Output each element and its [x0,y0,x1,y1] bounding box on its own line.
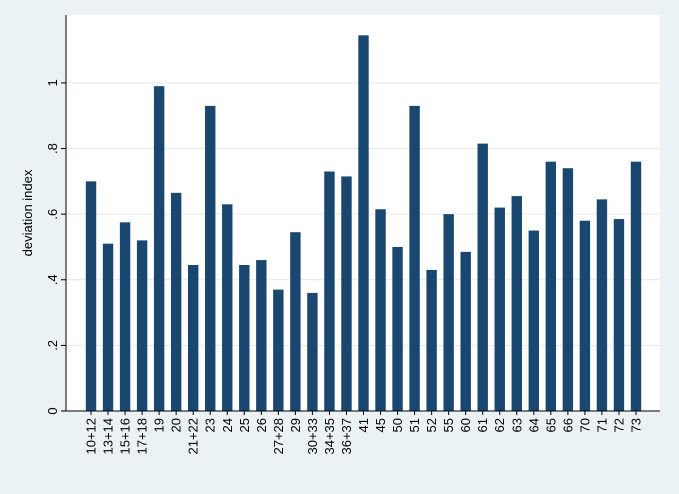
y-axis-label: deviation index [20,169,35,256]
bar [477,143,488,411]
bar [392,246,403,411]
bar [239,265,250,411]
bar [460,251,471,411]
x-tick-label: 51 [407,418,422,432]
bar [528,230,540,411]
x-tick-label: 15+16 [118,418,133,455]
x-tick-label: 64 [526,418,541,432]
bar [187,265,199,411]
x-tick-label: 25 [237,418,252,432]
x-tick-label: 71 [594,418,609,432]
x-tick-label: 23 [203,418,218,432]
x-tick-label: 60 [458,418,473,432]
x-tick-label: 17+18 [135,418,150,455]
y-tick-label: 1 [45,79,60,86]
bar [153,86,165,411]
x-tick-label: 63 [509,418,524,432]
bar [613,219,625,411]
x-tick-label: 21+22 [186,418,201,455]
x-tick-label: 36+37 [339,418,354,455]
bar [205,105,216,411]
x-tick-label: 72 [611,418,626,432]
bar [307,292,318,411]
bar [119,222,131,411]
x-tick-label: 20 [169,418,184,432]
bar [511,196,522,411]
bar [375,209,386,411]
x-tick-label: 73 [628,418,643,432]
bar [579,220,591,411]
x-tick-label: 26 [254,418,269,432]
bar [273,289,284,411]
bar [170,192,182,411]
x-tick-label: 61 [475,418,490,432]
bar [256,260,267,411]
x-tick-label: 50 [390,418,405,432]
y-tick-label: .6 [45,209,60,220]
x-tick-label: 13+14 [101,418,116,455]
bar [409,105,420,411]
bar [426,269,437,411]
bar [222,204,233,411]
y-tick-label: 0 [45,407,60,414]
x-tick-label: 19 [152,418,167,432]
x-tick-label: 52 [424,418,439,432]
x-tick-label: 34+35 [322,418,337,455]
x-tick-label: 27+28 [271,418,286,455]
x-tick-label: 65 [543,418,558,432]
x-tick-label: 24 [220,418,235,432]
bar [341,176,352,411]
bar [358,35,369,412]
x-tick-label: 66 [560,418,575,432]
bar [630,161,642,411]
x-tick-label: 30+33 [305,418,320,455]
x-tick-label: 29 [288,418,303,432]
x-tick-label: 62 [492,418,507,432]
bar [102,243,114,411]
x-tick-label: 10+12 [84,418,99,455]
bar [562,168,574,411]
y-tick-label: .8 [45,143,60,154]
bar [494,207,505,411]
x-tick-label: 41 [356,418,371,432]
x-tick-label: 55 [441,418,456,432]
x-tick-label: 45 [373,418,388,432]
bar [596,199,608,411]
y-tick-label: .4 [45,274,60,285]
bar [136,240,148,411]
bar [324,171,335,411]
bar [443,214,454,411]
bar [290,232,301,411]
x-tick-label: 70 [577,418,592,432]
bar [85,181,97,411]
bar [545,161,557,411]
y-tick-label: .2 [45,340,60,351]
